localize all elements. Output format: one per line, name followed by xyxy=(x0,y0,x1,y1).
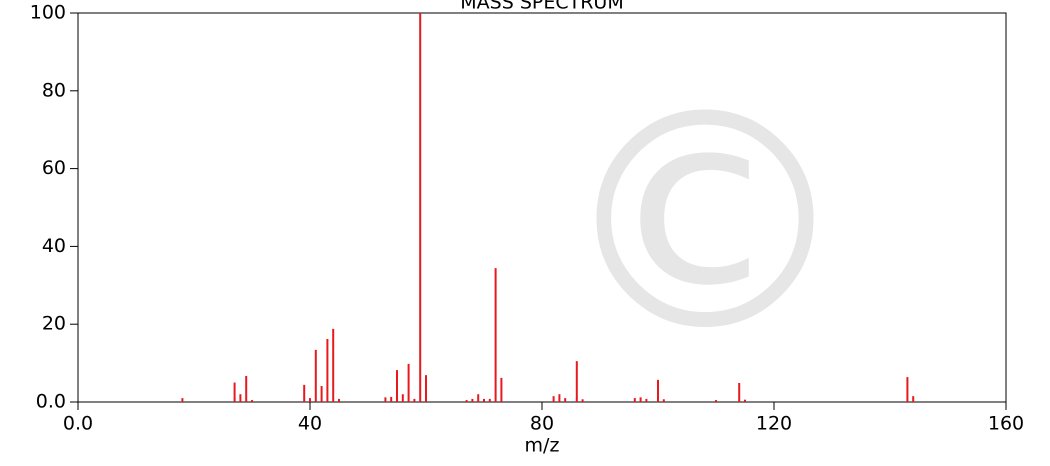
y-tick-label: 80 xyxy=(42,79,66,101)
y-tick-label: 100 xyxy=(30,2,66,24)
x-axis-label: m/z xyxy=(525,435,560,457)
y-tick-label: 40 xyxy=(42,235,66,257)
chart-title: MASS SPECTRUM xyxy=(460,0,623,14)
y-tick-label: 60 xyxy=(42,157,66,179)
x-tick-label: 120 xyxy=(756,413,792,435)
plot-frame xyxy=(77,12,1007,403)
x-tick-label: 40 xyxy=(298,413,322,435)
x-tick-label: 80 xyxy=(530,413,554,435)
y-tick-label: 20 xyxy=(42,313,66,335)
x-tick-label: 160 xyxy=(988,413,1024,435)
y-tick-label: 0.0 xyxy=(36,391,66,413)
watermark: © xyxy=(555,49,855,398)
x-tick-label: 0.0 xyxy=(63,413,93,435)
